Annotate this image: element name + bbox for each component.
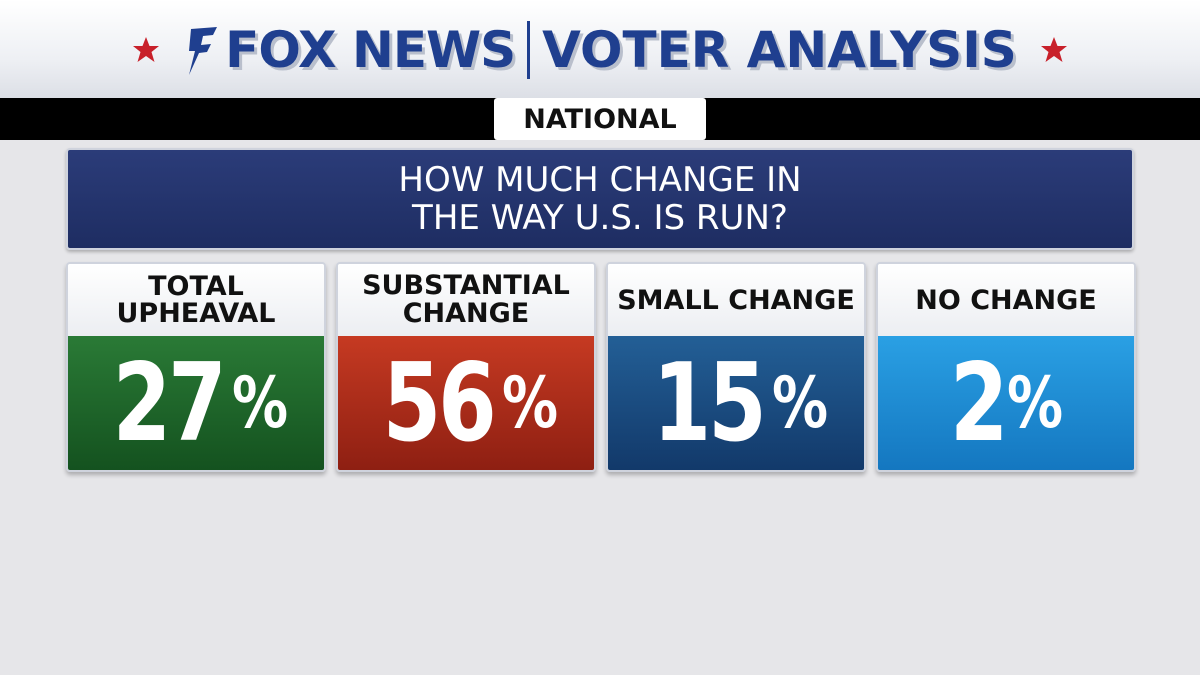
star-icon-right	[1039, 35, 1069, 65]
value-number: 15	[652, 340, 766, 466]
header: FOX NEWS VOTER ANALYSIS	[0, 0, 1200, 98]
category-label: NO CHANGE	[878, 264, 1134, 336]
brand-text: FOX NEWS	[225, 21, 516, 79]
region-label: NATIONAL	[494, 98, 706, 140]
value-number: 27	[112, 340, 226, 466]
header-title-row: FOX NEWS VOTER ANALYSIS	[0, 14, 1200, 86]
question-line-2: THE WAY U.S. IS RUN?	[412, 198, 788, 238]
result-card: TOTAL UPHEAVAL 27%	[66, 262, 326, 472]
category-label: SUBSTANTIAL CHANGE	[338, 264, 594, 336]
star-icon-left	[131, 35, 161, 65]
value-label: 27%	[68, 336, 324, 470]
percent-sign: %	[1006, 362, 1063, 444]
fox-news-logo: FOX NEWS	[183, 21, 516, 79]
value-number: 56	[382, 340, 496, 466]
percent-sign: %	[232, 362, 289, 444]
header-title: VOTER ANALYSIS	[542, 21, 1017, 79]
category-label: TOTAL UPHEAVAL	[68, 264, 324, 336]
result-card: NO CHANGE 2%	[876, 262, 1136, 472]
percent-sign: %	[772, 362, 829, 444]
result-card: SMALL CHANGE 15%	[606, 262, 866, 472]
question-panel: HOW MUCH CHANGE IN THE WAY U.S. IS RUN?	[66, 148, 1134, 250]
value-label: 15%	[608, 336, 864, 470]
value-number: 2	[950, 340, 1009, 466]
result-card: SUBSTANTIAL CHANGE 56%	[336, 262, 596, 472]
percent-sign: %	[502, 362, 559, 444]
result-cards: TOTAL UPHEAVAL 27% SUBSTANTIAL CHANGE 56% SM…	[66, 262, 1136, 472]
category-label: SMALL CHANGE	[608, 264, 864, 336]
value-label: 56%	[338, 336, 594, 470]
header-divider	[527, 21, 531, 79]
value-label: 2%	[878, 336, 1134, 470]
question-line-1: HOW MUCH CHANGE IN	[398, 160, 802, 200]
fox-lightning-icon	[189, 27, 218, 75]
